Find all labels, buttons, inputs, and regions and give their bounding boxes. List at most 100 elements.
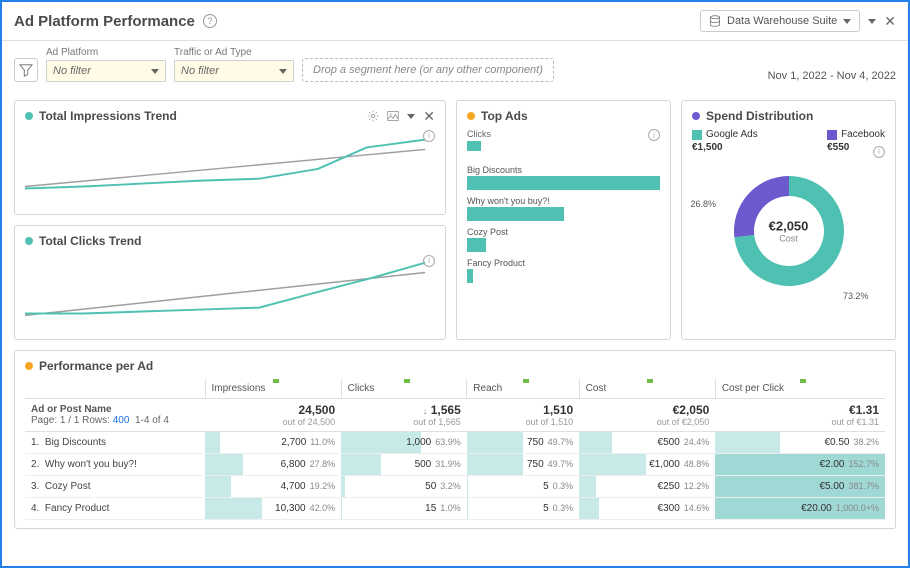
name-header-cell: Ad or Post NamePage: 1 / 1 Rows: 400 1-4… (25, 399, 205, 432)
hbar-row: Why won't you buy?! (467, 196, 660, 221)
filter-label: Traffic or Ad Type (174, 47, 294, 58)
date-range[interactable]: Nov 1, 2022 - Nov 4, 2022 (768, 70, 896, 82)
panel-dot-icon (25, 112, 33, 120)
spend-panel: Spend Distribution Google Ads€1,500Faceb… (681, 100, 896, 340)
table-row[interactable]: 3. Cozy Post4,70019.2%503.2%50.3%€25012.… (25, 476, 885, 498)
donut-pct-fb: 26.8% (691, 199, 717, 209)
swatch (692, 130, 702, 140)
metric-cell: 6,80027.8% (205, 454, 341, 476)
metric-cell: €25012.2% (579, 476, 715, 498)
hbar-row: Big Discounts (467, 165, 660, 190)
sort-indicator (523, 379, 529, 383)
sort-indicator (647, 379, 653, 383)
metric-cell: 50.3% (467, 498, 579, 520)
performance-table: ImpressionsClicksReachCostCost per Click… (25, 379, 885, 520)
hbar-track (467, 269, 660, 283)
metric-cell: €50024.4% (579, 432, 715, 454)
hbar-fill (467, 207, 564, 221)
app-root: Ad Platform Performance ? Data Warehouse… (0, 0, 910, 568)
filter-select-traffic[interactable]: No filter (174, 60, 294, 82)
page-info: Page: 1 / 1 Rows: 400 1-4 of 4 (31, 415, 169, 426)
filter-select-platform[interactable]: No filter (46, 60, 166, 82)
metric-cell: 4,70019.2% (205, 476, 341, 498)
performance-table-panel: Performance per Ad ImpressionsClicksReac… (14, 350, 896, 529)
impressions-chart (25, 129, 435, 204)
row-name: 3. Cozy Post (25, 476, 205, 498)
panel-dot-icon (25, 362, 33, 370)
panel-header: Spend Distribution (692, 109, 885, 123)
hbar-fill (467, 238, 486, 252)
panel-header: Total Impressions Trend ✕ (25, 109, 435, 123)
row-name: 4. Fancy Product (25, 498, 205, 520)
sort-arrow-icon: ↓ (423, 406, 428, 416)
page-title: Ad Platform Performance (14, 13, 195, 30)
metric-cell: 503.2% (341, 476, 467, 498)
info-icon[interactable]: i (423, 130, 435, 142)
legend-value: €1,500 (692, 142, 758, 153)
metric-cell: 151.0% (341, 498, 467, 520)
table-row[interactable]: 4. Fancy Product10,30042.0%151.0%50.3%€3… (25, 498, 885, 520)
panel-dot-icon (692, 112, 700, 120)
suite-label: Data Warehouse Suite (727, 15, 837, 27)
metric-cell: 50.3% (467, 476, 579, 498)
table-column-header[interactable]: Clicks (341, 379, 467, 399)
rows-link[interactable]: 400 (113, 415, 130, 426)
info-icon[interactable]: i (648, 129, 660, 141)
donut-center: €2,050 Cost (769, 219, 809, 244)
filter-funnel-button[interactable] (14, 58, 38, 82)
filter-bar: Ad Platform No filter Traffic or Ad Type… (2, 41, 908, 92)
metric-cell: €2.00152.7% (715, 454, 885, 476)
chevron-down-icon (843, 19, 851, 24)
legend-swatch (467, 141, 481, 151)
sort-indicator (404, 379, 410, 383)
hbar-label: Cozy Post (467, 227, 660, 237)
panel-title: Total Impressions Trend (39, 109, 177, 123)
segment-dropzone[interactable]: Drop a segment here (or any other compon… (302, 58, 554, 82)
panel-actions: ✕ (367, 109, 435, 123)
filter-label: Ad Platform (46, 47, 166, 58)
hbar-track (467, 207, 660, 221)
panel-title: Spend Distribution (706, 109, 813, 123)
collapse-panel-icon[interactable] (407, 114, 415, 119)
table-row[interactable]: 2. Why won't you buy?!6,80027.8%50031.9%… (25, 454, 885, 476)
metric-cell: €30014.6% (579, 498, 715, 520)
info-icon[interactable]: i (873, 146, 885, 158)
close-panel-icon[interactable]: ✕ (423, 109, 435, 123)
top-ads-bars: Big Discounts Why won't you buy?! Cozy Pos… (467, 165, 660, 289)
panel-title: Total Clicks Trend (39, 234, 141, 248)
close-icon[interactable]: ✕ (884, 14, 896, 28)
table-header-row: ImpressionsClicksReachCostCost per Click (25, 379, 885, 399)
table-row[interactable]: 1. Big Discounts2,70011.0%1,00063.9%7504… (25, 432, 885, 454)
legend-label: Clicks (467, 129, 491, 139)
legend-swatch-row: Google Ads (692, 129, 758, 140)
table-column-header[interactable]: Cost (579, 379, 715, 399)
hbar-track (467, 176, 660, 190)
hbar-track (467, 238, 660, 252)
panel-header: Top Ads (467, 109, 660, 123)
hbar-row: Cozy Post (467, 227, 660, 252)
collapse-icon[interactable] (868, 19, 876, 24)
panel-header: Total Clicks Trend (25, 234, 435, 248)
panel-title: Top Ads (481, 109, 528, 123)
top-ads-panel: Top Ads Clicks i Big Discounts Why won't … (456, 100, 671, 340)
donut-label: Cost (769, 234, 809, 244)
image-icon[interactable] (387, 110, 399, 122)
table-summary-row: Ad or Post NamePage: 1 / 1 Rows: 400 1-4… (25, 399, 885, 432)
metric-cell: €0.5038.2% (715, 432, 885, 454)
gear-icon[interactable] (367, 110, 379, 122)
clicks-chart (25, 254, 435, 329)
funnel-icon (19, 63, 33, 77)
impressions-trend-panel: Total Impressions Trend ✕ i (14, 100, 446, 215)
database-icon (709, 15, 721, 27)
metric-cell: 50031.9% (341, 454, 467, 476)
metric-cell: 2,70011.0% (205, 432, 341, 454)
table-column-header[interactable]: Reach (467, 379, 579, 399)
chevron-down-icon (151, 69, 159, 74)
help-icon[interactable]: ? (203, 14, 217, 28)
suite-dropdown[interactable]: Data Warehouse Suite (700, 10, 860, 32)
table-column-header[interactable]: Cost per Click (715, 379, 885, 399)
clicks-trend-panel: Total Clicks Trend i (14, 225, 446, 340)
info-icon[interactable]: i (423, 255, 435, 267)
table-column-header[interactable]: Impressions (205, 379, 341, 399)
summary-cell: €1.31out of €1.31 (715, 399, 885, 432)
